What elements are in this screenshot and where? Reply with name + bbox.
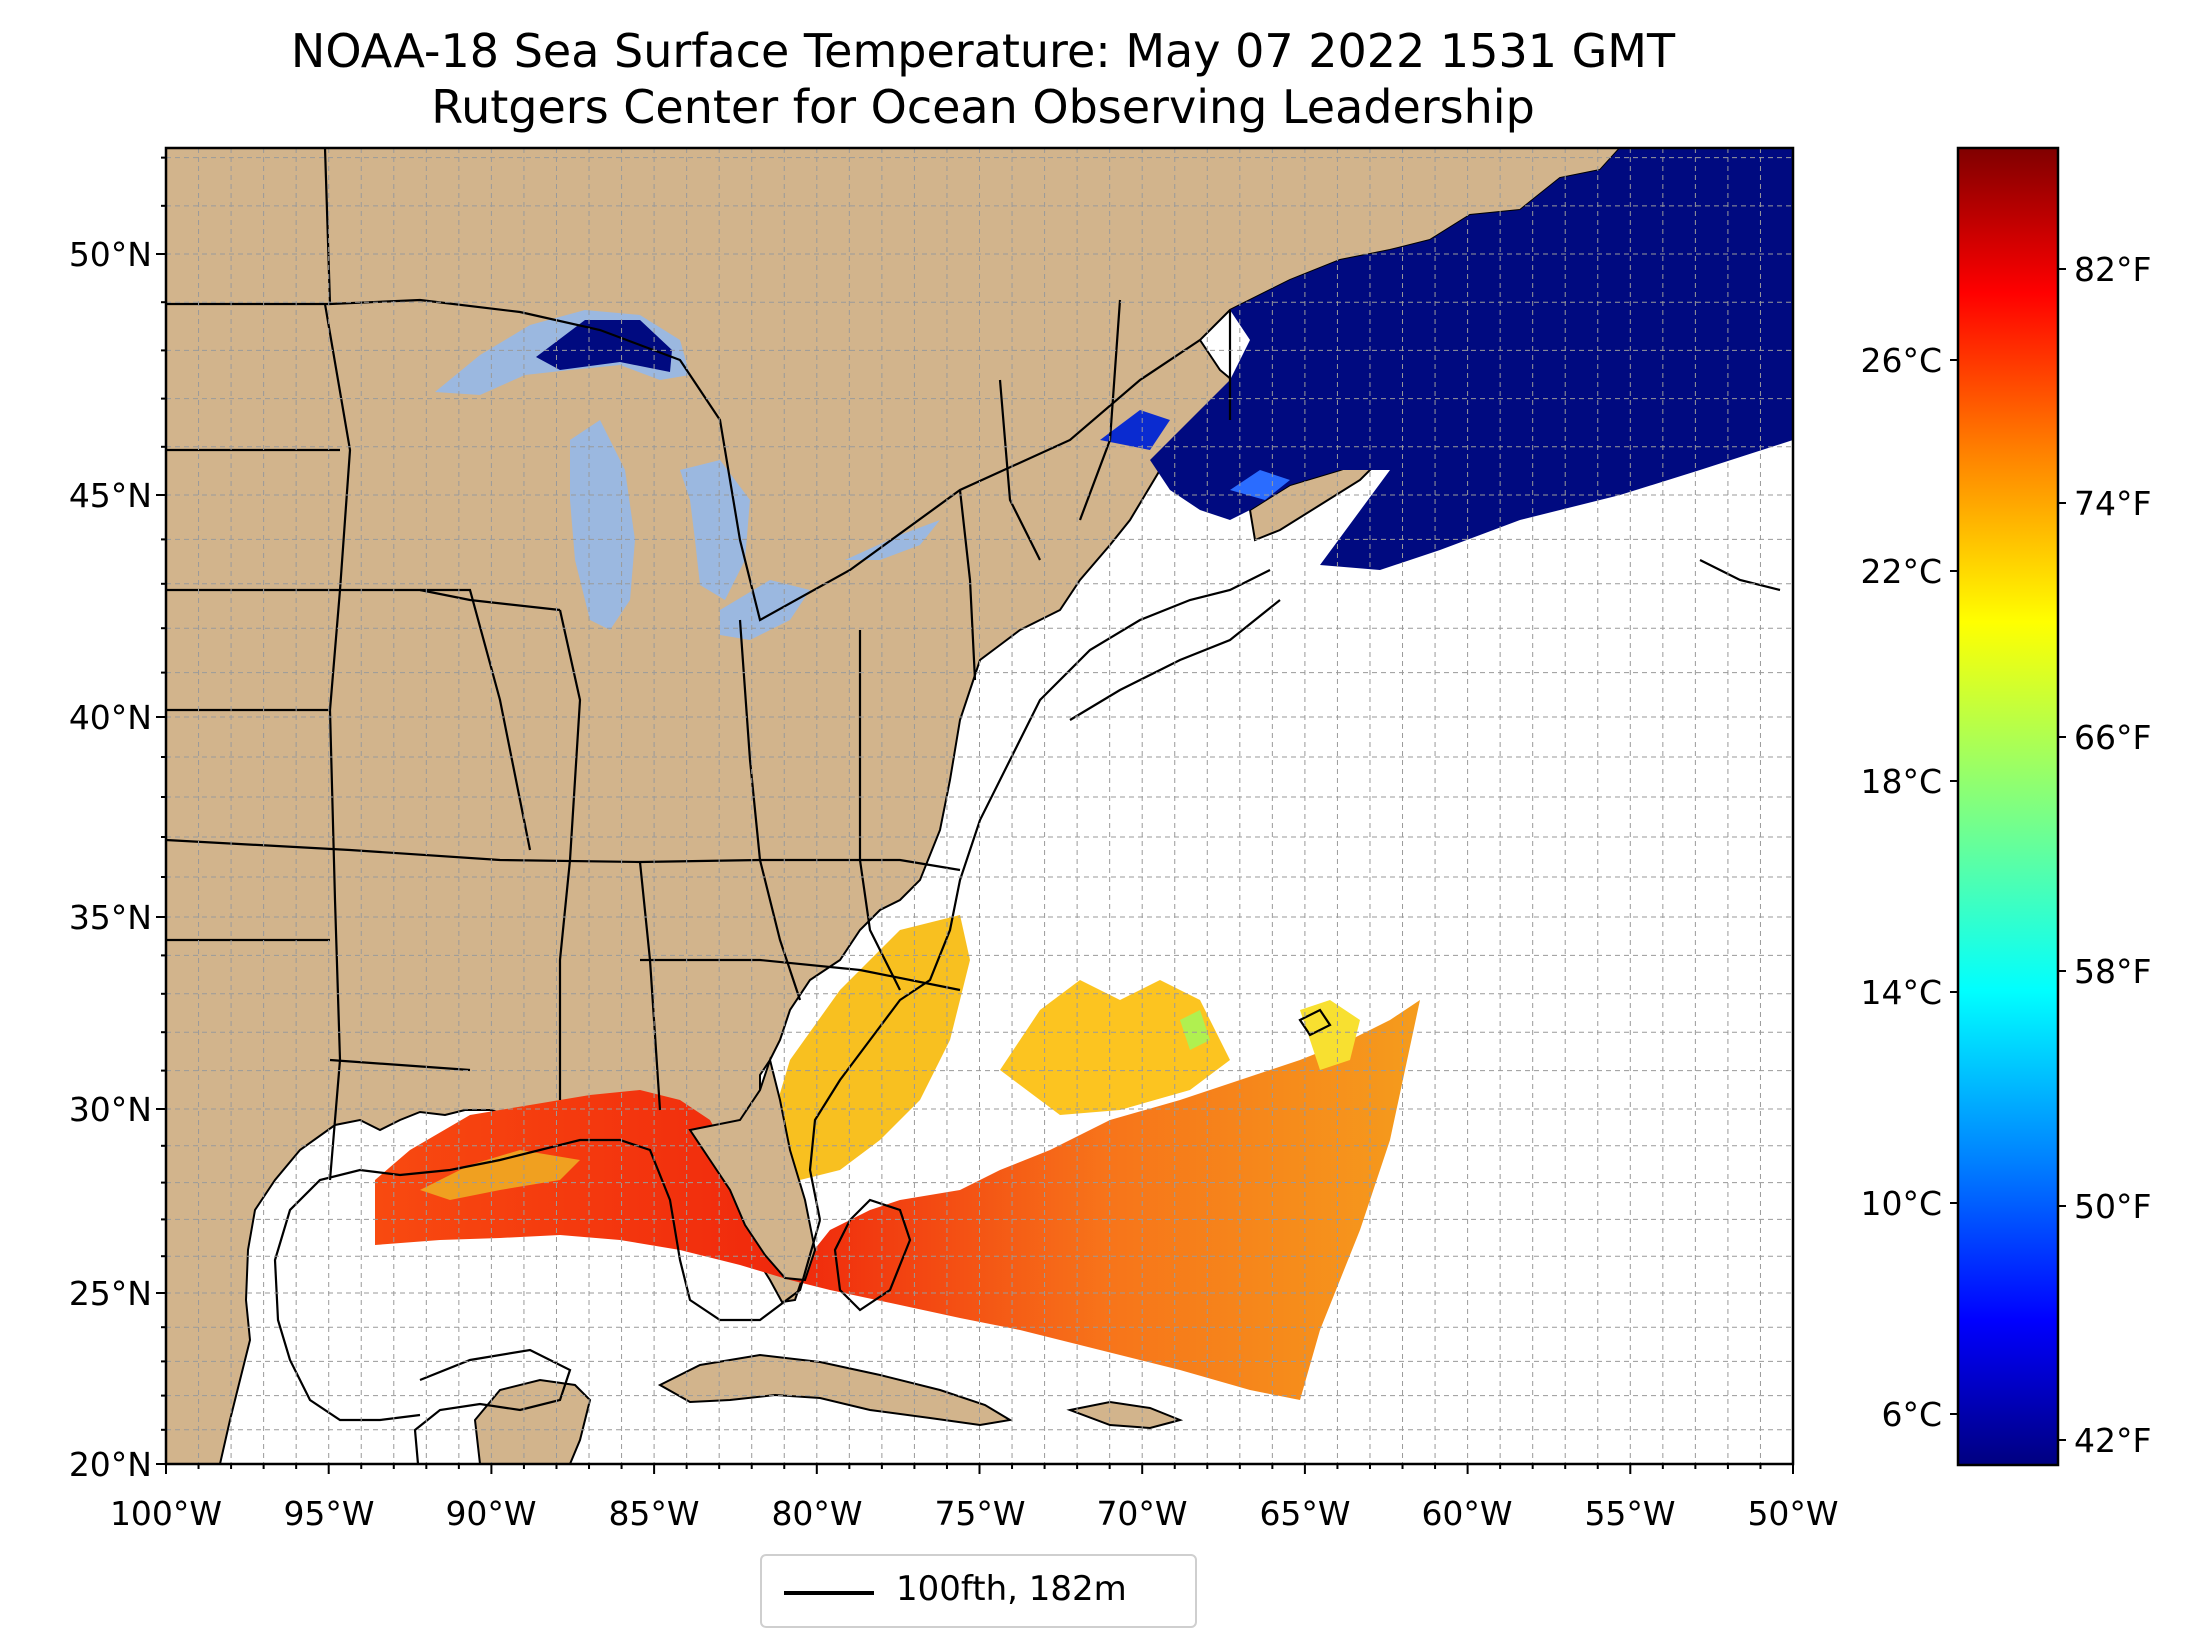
lon-label: 60°W	[1421, 1494, 1512, 1533]
lon-label: 80°W	[771, 1494, 862, 1533]
lon-label: 50°W	[1747, 1494, 1838, 1533]
legend-isobath-swatch	[784, 1591, 874, 1595]
longitude-labels: 100°W 95°W 90°W 85°W 80°W 75°W 70°W 65°W…	[110, 1494, 1839, 1533]
fahrenheit-label: 50°F	[2074, 1187, 2151, 1226]
lat-label: 45°N	[69, 476, 152, 515]
land-cuba	[657, 1353, 1013, 1427]
colorbar	[1956, 146, 2060, 1467]
celsius-label: 14°C	[1860, 973, 1942, 1012]
celsius-label: 10°C	[1860, 1184, 1942, 1223]
axis-ticks	[156, 156, 1794, 1474]
land-florida	[688, 1056, 817, 1282]
celsius-label: 26°C	[1860, 341, 1942, 380]
fahrenheit-label: 82°F	[2074, 250, 2151, 289]
lat-label: 20°N	[69, 1445, 152, 1484]
colorbar-celsius-labels: 6°C 10°C 14°C 18°C 22°C 26°C	[1860, 341, 1942, 1434]
lat-label: 40°N	[69, 698, 152, 737]
celsius-label: 22°C	[1860, 552, 1942, 591]
celsius-label: 18°C	[1860, 762, 1942, 801]
lon-label: 65°W	[1259, 1494, 1350, 1533]
fahrenheit-label: 66°F	[2074, 718, 2151, 757]
sst-north	[536, 148, 1793, 570]
lon-label: 75°W	[934, 1494, 1025, 1533]
graticule	[166, 148, 1793, 1464]
land-yucatan	[473, 1378, 592, 1464]
map-subtitle: Rutgers Center for Ocean Observing Leade…	[431, 80, 1535, 134]
lon-label: 90°W	[445, 1494, 536, 1533]
lat-label: 25°N	[69, 1274, 152, 1313]
map-title: NOAA-18 Sea Surface Temperature: May 07 …	[290, 24, 1676, 78]
lat-label: 50°N	[69, 235, 152, 274]
lon-label: 55°W	[1584, 1494, 1675, 1533]
lon-label: 70°W	[1096, 1494, 1187, 1533]
lon-label: 85°W	[608, 1494, 699, 1533]
lat-label: 30°N	[69, 1090, 152, 1129]
isobath-100fth	[273, 559, 1781, 1464]
legend: 100fth, 182m	[760, 1554, 1197, 1628]
latitude-labels: 20°N 25°N 30°N 35°N 40°N 45°N 50°N	[69, 235, 152, 1484]
legend-label: 100fth, 182m	[896, 1569, 1127, 1609]
lat-label: 35°N	[69, 898, 152, 937]
political-borders	[166, 148, 1232, 1181]
colorbar-fahrenheit-labels: 42°F 50°F 58°F 66°F 74°F 82°F	[2074, 250, 2151, 1460]
colorbar-celsius-ticks	[1950, 359, 1958, 1415]
celsius-label: 6°C	[1881, 1395, 1942, 1434]
fahrenheit-label: 74°F	[2074, 484, 2151, 523]
lon-label: 95°W	[283, 1494, 374, 1533]
fahrenheit-label: 42°F	[2074, 1421, 2151, 1460]
fahrenheit-label: 58°F	[2074, 952, 2151, 991]
lon-label: 100°W	[110, 1494, 222, 1533]
colorbar-fahrenheit-ticks	[2058, 268, 2066, 1441]
